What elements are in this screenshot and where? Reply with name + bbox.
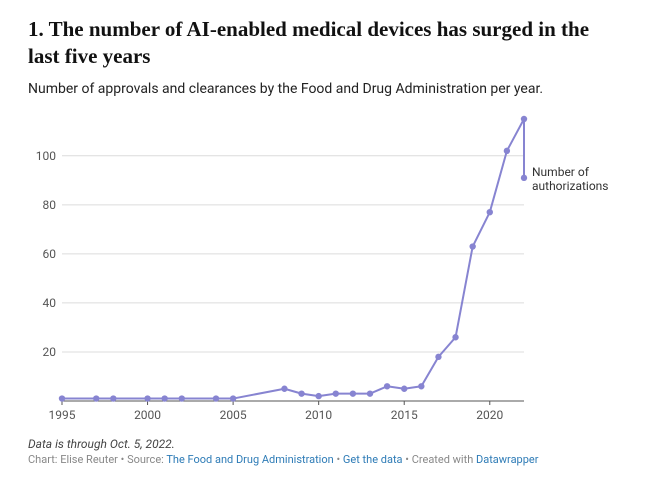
series-marker	[179, 396, 185, 402]
x-tick-label: 2005	[220, 408, 247, 422]
credits-source-label: Source:	[127, 453, 166, 466]
series-marker	[93, 396, 99, 402]
credits-author: Elise Reuter	[60, 453, 118, 466]
series-marker	[487, 209, 493, 215]
series-marker	[110, 396, 116, 402]
chart-note: Data is through Oct. 5, 2022.	[28, 437, 620, 451]
series-marker	[384, 383, 390, 389]
credits-prefix: Chart:	[28, 453, 60, 466]
series-marker	[281, 386, 287, 392]
series-marker	[452, 334, 458, 340]
plot-bg	[28, 107, 620, 427]
series-marker	[333, 391, 339, 397]
series-marker	[298, 391, 304, 397]
series-marker	[350, 391, 356, 397]
x-tick-label: 2015	[391, 408, 418, 422]
credits-sep-2: •	[334, 453, 343, 466]
series-marker	[418, 383, 424, 389]
series-marker	[59, 396, 65, 402]
x-tick-label: 2020	[476, 408, 503, 422]
series-marker	[213, 396, 219, 402]
series-marker	[367, 391, 373, 397]
x-tick-label: 1995	[49, 408, 76, 422]
y-tick-label: 60	[43, 247, 57, 261]
credits-source-link[interactable]: The Food and Drug Administration	[166, 453, 333, 466]
series-marker	[401, 386, 407, 392]
credits-tool-link[interactable]: Datawrapper	[476, 453, 538, 466]
y-tick-label: 20	[43, 345, 57, 359]
series-marker	[144, 396, 150, 402]
series-marker	[161, 396, 167, 402]
y-tick-label: 40	[43, 296, 57, 310]
y-tick-label: 100	[36, 149, 56, 163]
series-marker	[469, 244, 475, 250]
line-chart: 20406080100199520002005201020152020Numbe…	[28, 107, 620, 431]
series-marker	[315, 393, 321, 399]
chart-svg: 20406080100199520002005201020152020Numbe…	[28, 107, 620, 427]
credits-sep-1: •	[118, 453, 127, 466]
x-tick-label: 2010	[305, 408, 332, 422]
series-marker	[521, 116, 527, 122]
credits-created-prefix: Created with	[412, 453, 476, 466]
series-marker	[435, 354, 441, 360]
series-marker	[230, 396, 236, 402]
chart-credits: Chart: Elise Reuter • Source: The Food a…	[28, 453, 620, 466]
y-tick-label: 80	[43, 198, 57, 212]
credits-sep-3: •	[403, 453, 412, 466]
chart-title: 1. The number of AI-enabled medical devi…	[28, 16, 620, 70]
series-marker	[504, 148, 510, 154]
chart-subtitle: Number of approvals and clearances by th…	[28, 80, 620, 100]
series-marker	[521, 175, 527, 181]
credits-getdata-link[interactable]: Get the data	[343, 453, 403, 466]
x-tick-label: 2000	[134, 408, 161, 422]
